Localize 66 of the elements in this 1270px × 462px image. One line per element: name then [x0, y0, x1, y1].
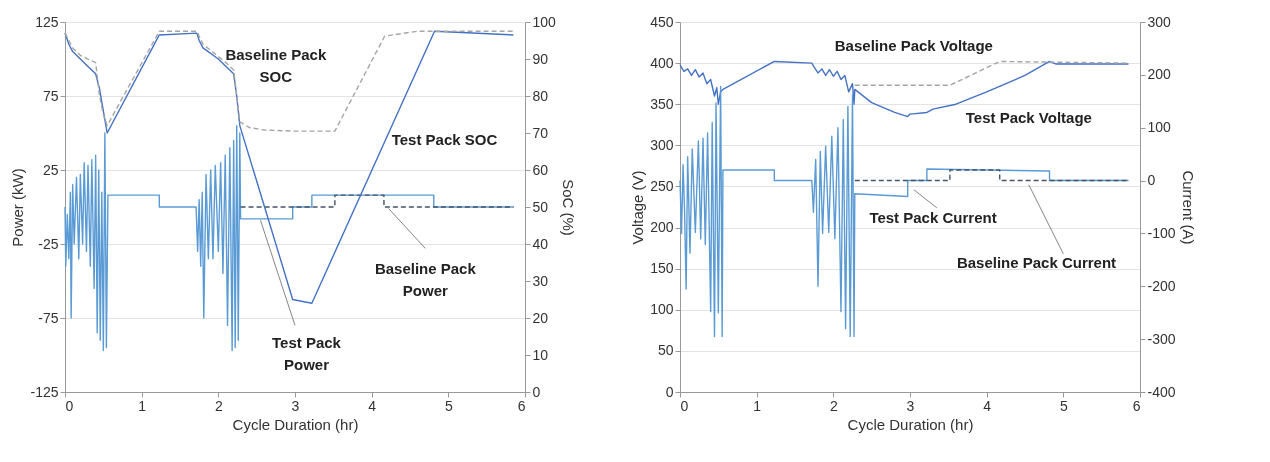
y2-tick-label: -300 — [1147, 330, 1176, 347]
y2-tick-label: 30 — [532, 272, 549, 289]
x-tick-label: 2 — [829, 397, 838, 414]
line-series — [64, 30, 515, 304]
y2-axis-title: Current (A) — [1179, 170, 1197, 245]
x-tick-label: 6 — [1132, 397, 1141, 414]
x-tick-label: 1 — [138, 397, 147, 414]
y-tick-label: 250 — [650, 177, 674, 194]
x-tick-label: 2 — [214, 397, 223, 414]
y2-tick-label: 20 — [532, 309, 549, 326]
y2-tick-label: 0 — [1147, 172, 1156, 189]
x-axis-title: Cycle Duration (hr) — [232, 415, 359, 433]
y2-axis-title: SoC (%) — [559, 179, 577, 236]
x-tick-label: 5 — [1059, 397, 1068, 414]
series-label: Test Pack SOC — [391, 131, 498, 149]
y-tick-label: 100 — [650, 301, 674, 318]
y-tick-label: 200 — [650, 219, 674, 236]
x-tick-label: 3 — [906, 397, 915, 414]
y-tick-label: 350 — [650, 95, 674, 112]
series-label: Test Pack Current — [869, 208, 997, 226]
y2-tick-label: 60 — [532, 161, 549, 178]
series-label: Baseline Pack Voltage — [834, 36, 993, 54]
y2-tick-label: -100 — [1147, 224, 1176, 241]
text: Test Pack Power — [272, 334, 342, 374]
x-axis-title: Cycle Duration (hr) — [847, 415, 974, 433]
y-tick-label: 400 — [650, 54, 674, 71]
x-tick-label: 6 — [517, 397, 526, 414]
y-tick-label: -25 — [38, 235, 59, 252]
line-series — [679, 85, 1130, 338]
y-tick-label: 300 — [650, 136, 674, 153]
x-tick-label: 3 — [291, 397, 300, 414]
y2-tick-label: 90 — [532, 50, 549, 67]
x-tick-label: 0 — [65, 397, 74, 414]
y2-tick-label: 10 — [532, 346, 549, 363]
line-series — [64, 124, 515, 352]
x-tick-label: 4 — [368, 397, 377, 414]
y2-tick-label: -400 — [1147, 383, 1176, 400]
y-tick-label: -125 — [30, 383, 59, 400]
y2-tick-label: 80 — [532, 87, 549, 104]
y2-tick-label: 300 — [1147, 13, 1172, 30]
y2-tick-label: 100 — [532, 13, 557, 30]
y2-tick-label: -200 — [1147, 277, 1176, 294]
y-tick-label: 150 — [650, 260, 674, 277]
y-tick-label: 450 — [650, 13, 674, 30]
text: Baseline Pack Current — [956, 253, 1117, 271]
y2-tick-label: 50 — [532, 198, 549, 215]
x-tick-label: 5 — [444, 397, 453, 414]
y-tick-label: 50 — [657, 342, 674, 359]
y-tick-label: 125 — [35, 13, 59, 30]
y2-tick-label: 40 — [532, 235, 549, 252]
y-axis-title: Voltage (V) — [629, 170, 647, 245]
y-tick-label: -75 — [38, 309, 59, 326]
x-tick-label: 4 — [983, 397, 992, 414]
y-tick-label: 75 — [42, 87, 59, 104]
y2-tick-label: 70 — [532, 124, 549, 141]
y-tick-label: 25 — [42, 161, 59, 178]
text: Baseline Pack Power — [374, 260, 477, 300]
series-label: Test Pack Voltage — [965, 109, 1092, 127]
x-tick-label: 0 — [680, 397, 689, 414]
y-tick-label: 0 — [665, 383, 674, 400]
y-axis-title: Power (kW) — [9, 168, 27, 247]
series-label: Baseline Pack SOC — [225, 45, 327, 85]
y2-tick-label: 0 — [532, 383, 541, 400]
y2-tick-label: 200 — [1147, 66, 1172, 83]
x-tick-label: 1 — [753, 397, 762, 414]
y2-tick-label: 100 — [1147, 119, 1172, 136]
